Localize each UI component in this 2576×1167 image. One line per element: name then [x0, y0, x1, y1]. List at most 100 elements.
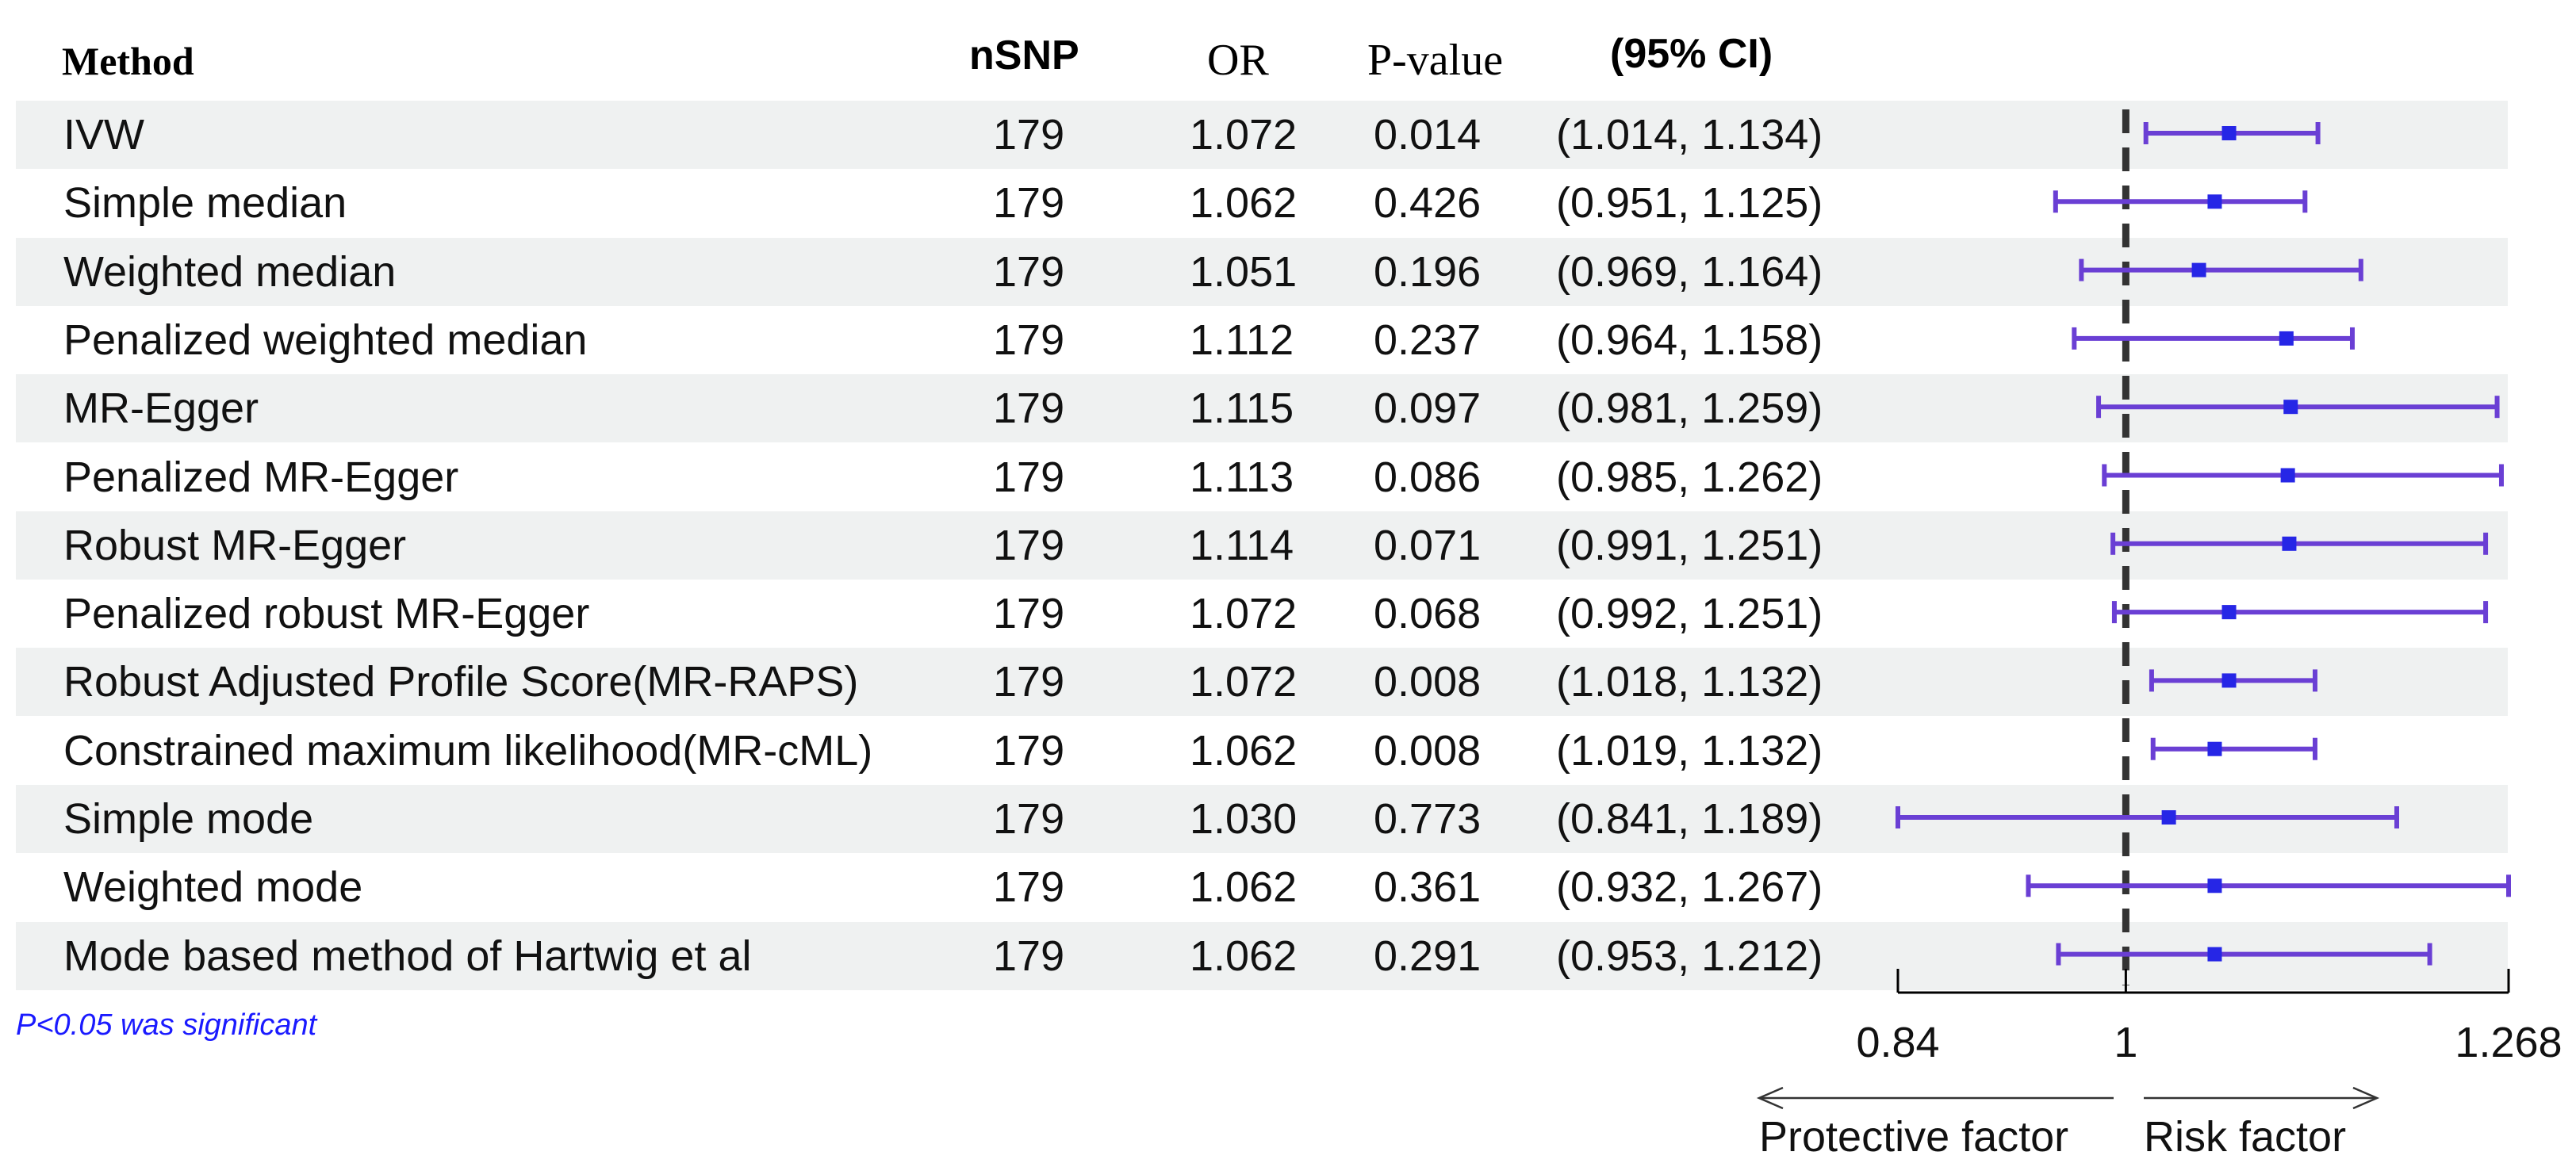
- point-estimate: [2161, 810, 2176, 825]
- table-row: Simple median 179 1.062 0.426 (0.951, 1.125): [16, 169, 2508, 237]
- or-cell: 1.062: [1190, 726, 1298, 775]
- ci-cell: (1.018, 1.132): [1556, 658, 1823, 706]
- or-cell: 1.115: [1190, 385, 1294, 433]
- protective-factor-label: Protective factor: [1759, 1113, 2068, 1161]
- table-row: Penalized robust MR-Egger 179 1.072 0.068 (0…: [16, 580, 2508, 648]
- nsnp-cell: 179: [993, 726, 1065, 775]
- ci-cell: (0.841, 1.189): [1556, 795, 1823, 843]
- nsnp-cell: 179: [993, 863, 1065, 912]
- nsnp-cell: 179: [993, 179, 1065, 228]
- or-cell: 1.113: [1190, 453, 1294, 501]
- ci-cell: (0.953, 1.212): [1556, 932, 1823, 980]
- method-cell: Simple median: [63, 179, 347, 228]
- point-estimate: [2282, 536, 2297, 551]
- pvalue-cell: 0.291: [1374, 932, 1482, 980]
- ci-cell: (0.969, 1.164): [1556, 247, 1823, 296]
- pvalue-cell: 0.426: [1374, 179, 1482, 228]
- table-row: Weighted mode 179 1.062 0.361 (0.932, 1.267): [16, 853, 2508, 921]
- method-cell: Simple mode: [63, 795, 314, 843]
- table-row: MR-Egger 179 1.115 0.097 (0.981, 1.259): [16, 374, 2508, 443]
- or-cell: 1.072: [1190, 658, 1298, 706]
- protective-arrow-head: [1756, 1086, 1784, 1110]
- nsnp-cell: 179: [993, 795, 1065, 843]
- method-cell: Weighted median: [63, 247, 397, 296]
- method-cell: Mode based method of Hartwig et al: [63, 932, 752, 980]
- header-pvalue: P-value: [1367, 36, 1504, 85]
- method-cell: Penalized robust MR-Egger: [63, 590, 590, 638]
- table-row: Penalized weighted median 179 1.112 0.237 (0…: [16, 306, 2508, 374]
- x-tick-label: 1: [2114, 1019, 2137, 1066]
- method-cell: Penalized weighted median: [63, 316, 588, 364]
- pvalue-cell: 0.071: [1374, 521, 1482, 569]
- method-cell: Constrained maximum likelihood(MR-cML): [63, 726, 873, 775]
- method-cell: Penalized MR-Egger: [63, 453, 459, 501]
- nsnp-cell: 179: [993, 590, 1065, 638]
- or-cell: 1.072: [1190, 111, 1298, 159]
- header-ci: (95% CI): [1610, 31, 1773, 77]
- nsnp-cell: 179: [993, 521, 1065, 569]
- table-row: Constrained maximum likelihood(MR-cML) 17…: [16, 717, 2508, 785]
- pvalue-cell: 0.008: [1374, 658, 1482, 706]
- method-cell: Robust MR-Egger: [63, 521, 407, 569]
- table-row: IVW 179 1.072 0.014 (1.014, 1.134): [16, 101, 2508, 169]
- point-estimate: [2221, 605, 2237, 620]
- pvalue-cell: 0.014: [1374, 111, 1482, 159]
- risk-arrow-head: [2352, 1086, 2380, 1110]
- point-estimate: [2279, 331, 2294, 346]
- table-row: Penalized MR-Egger 179 1.113 0.086 (0.985, 1…: [16, 443, 2508, 511]
- point-estimate: [2207, 947, 2222, 962]
- or-cell: 1.062: [1190, 932, 1298, 980]
- x-tick-label: 1.268: [2455, 1019, 2562, 1066]
- or-cell: 1.062: [1190, 179, 1298, 228]
- pvalue-cell: 0.237: [1374, 316, 1482, 364]
- or-cell: 1.112: [1190, 316, 1294, 364]
- nsnp-cell: 179: [993, 658, 1065, 706]
- point-estimate: [2221, 673, 2237, 688]
- table-row: Robust Adjusted Profile Score(MR-RAPS) 17…: [16, 648, 2508, 717]
- point-estimate: [2207, 878, 2222, 893]
- or-cell: 1.030: [1190, 795, 1298, 843]
- nsnp-cell: 179: [993, 385, 1065, 433]
- method-cell: Weighted mode: [63, 863, 363, 912]
- x-tick-label: 0.84: [1856, 1019, 1939, 1066]
- header-method: Method: [62, 39, 194, 83]
- nsnp-cell: 179: [993, 316, 1065, 364]
- or-cell: 1.062: [1190, 863, 1298, 912]
- point-estimate: [2283, 400, 2298, 415]
- or-cell: 1.051: [1190, 247, 1298, 296]
- method-cell: MR-Egger: [63, 385, 259, 433]
- ci-cell: (0.932, 1.267): [1556, 863, 1823, 912]
- method-cell: Robust Adjusted Profile Score(MR-RAPS): [63, 658, 859, 706]
- risk-factor-label: Risk factor: [2144, 1113, 2346, 1161]
- method-cell: IVW: [63, 111, 144, 159]
- ci-cell: (1.019, 1.132): [1556, 726, 1823, 775]
- pvalue-cell: 0.086: [1374, 453, 1482, 501]
- pvalue-cell: 0.097: [1374, 385, 1482, 433]
- point-estimate: [2191, 262, 2206, 277]
- point-estimate: [2221, 126, 2237, 140]
- ci-cell: (0.951, 1.125): [1556, 179, 1823, 228]
- pvalue-cell: 0.361: [1374, 863, 1482, 912]
- table-row: Robust MR-Egger 179 1.114 0.071 (0.991, 1.25…: [16, 511, 2508, 580]
- nsnp-cell: 179: [993, 453, 1065, 501]
- significance-note: P<0.05 was significant: [16, 1008, 317, 1042]
- pvalue-cell: 0.068: [1374, 590, 1482, 638]
- point-estimate: [2207, 741, 2222, 756]
- ci-cell: (0.964, 1.158): [1556, 316, 1823, 364]
- header-or: OR: [1207, 36, 1269, 85]
- header-nsnp: nSNP: [969, 33, 1079, 78]
- pvalue-cell: 0.008: [1374, 726, 1482, 775]
- ci-cell: (0.985, 1.262): [1556, 453, 1823, 501]
- point-estimate: [2207, 194, 2222, 209]
- or-cell: 1.072: [1190, 590, 1298, 638]
- ci-cell: (1.014, 1.134): [1556, 111, 1823, 159]
- ci-cell: (0.992, 1.251): [1556, 590, 1823, 638]
- pvalue-cell: 0.196: [1374, 247, 1482, 296]
- or-cell: 1.114: [1190, 521, 1294, 569]
- pvalue-cell: 0.773: [1374, 795, 1482, 843]
- ci-cell: (0.981, 1.259): [1556, 385, 1823, 433]
- ci-cell: (0.991, 1.251): [1556, 521, 1823, 569]
- nsnp-cell: 179: [993, 111, 1065, 159]
